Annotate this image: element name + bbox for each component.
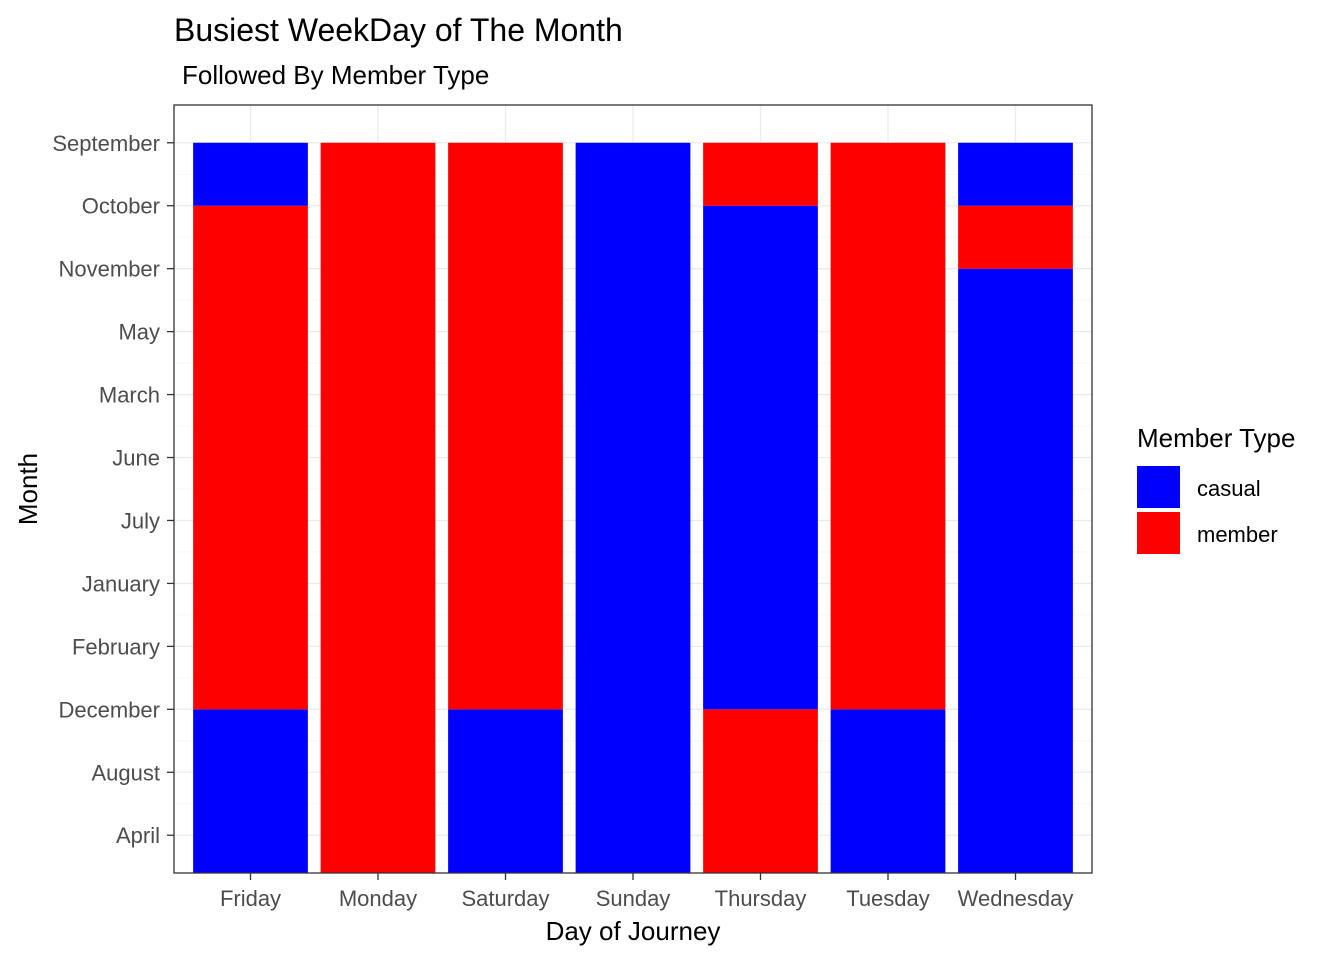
x-tick-label-sunday: Sunday: [596, 886, 671, 911]
bar-segment-saturday-member: [448, 142, 563, 710]
bar-segment-tuesday-casual: [830, 709, 946, 873]
chart-title: Busiest WeekDay of The Month: [174, 12, 623, 48]
bar-segment-wednesday-member: [958, 205, 1073, 269]
y-tick-label-november: November: [59, 257, 160, 282]
y-tick-label-october: October: [82, 194, 160, 219]
bar-segment-thursday-member: [703, 709, 818, 873]
bar-segment-tuesday-member: [830, 142, 946, 710]
legend: Member Type casual member: [1137, 423, 1295, 554]
x-axis-title: Day of Journey: [546, 916, 721, 946]
bar-segment-wednesday-casual: [958, 142, 1073, 206]
bar-segment-monday-member: [320, 142, 436, 873]
plot-panel: April August December February January July Ju…: [52, 104, 1093, 911]
y-tick-label-july: July: [121, 508, 160, 533]
y-tick-label-june: June: [112, 446, 160, 471]
x-tick-label-wednesday: Wednesday: [958, 886, 1074, 911]
x-tick-label-friday: Friday: [220, 886, 281, 911]
y-tick-label-august: August: [92, 760, 161, 785]
legend-key-member: [1137, 512, 1180, 554]
y-tick-label-february: February: [72, 634, 160, 659]
bar-segment-friday-casual: [193, 709, 308, 873]
x-tick-label-saturday: Saturday: [461, 886, 549, 911]
bar-segment-saturday-casual: [448, 709, 563, 873]
y-axis-title: Month: [13, 453, 43, 525]
chart-subtitle: Followed By Member Type: [182, 60, 489, 90]
y-tick-label-september: September: [52, 131, 160, 156]
legend-title: Member Type: [1137, 423, 1295, 453]
y-tick-label-january: January: [82, 571, 160, 596]
bar-segment-wednesday-casual: [958, 268, 1073, 873]
bar-segment-friday-casual: [193, 142, 308, 206]
bar-segment-friday-member: [193, 205, 308, 710]
x-tick-label-thursday: Thursday: [715, 886, 807, 911]
y-tick-label-may: May: [118, 320, 160, 345]
legend-label-casual: casual: [1197, 476, 1261, 501]
x-tick-label-tuesday: Tuesday: [846, 886, 930, 911]
bar-segment-sunday-casual: [575, 142, 691, 873]
y-tick-label-april: April: [116, 823, 160, 848]
x-tick-label-monday: Monday: [339, 886, 417, 911]
y-tick-label-march: March: [99, 383, 160, 408]
bar-segment-thursday-casual: [703, 205, 818, 710]
bar-segment-thursday-member: [703, 142, 818, 206]
y-tick-label-december: December: [59, 697, 160, 722]
legend-label-member: member: [1197, 522, 1278, 547]
legend-key-casual: [1137, 466, 1180, 508]
